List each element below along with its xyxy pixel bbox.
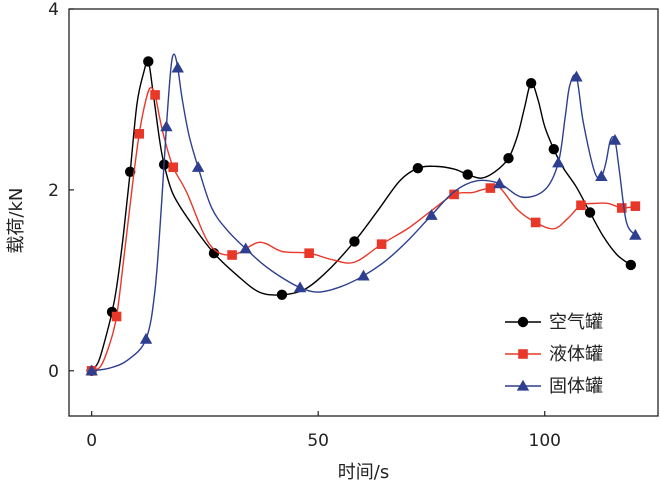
data-point bbox=[304, 248, 314, 258]
legend-item: 空气罐 bbox=[505, 312, 603, 333]
legend-marker bbox=[516, 379, 530, 391]
data-point bbox=[552, 156, 565, 168]
data-point bbox=[425, 209, 438, 220]
data-point bbox=[525, 77, 537, 89]
data-point bbox=[462, 169, 473, 180]
data-point bbox=[168, 162, 179, 173]
legend-label: 固体罐 bbox=[549, 376, 603, 397]
x-tick-label: 50 bbox=[307, 431, 329, 451]
data-point bbox=[412, 162, 424, 174]
data-point bbox=[493, 177, 506, 189]
data-point bbox=[485, 183, 496, 193]
legend-item: 液体罐 bbox=[505, 344, 603, 365]
y-tick-label: 0 bbox=[48, 362, 59, 382]
data-point bbox=[630, 201, 641, 211]
data-point bbox=[530, 217, 541, 228]
data-point bbox=[576, 200, 586, 211]
data-point bbox=[376, 239, 387, 249]
data-point bbox=[143, 56, 154, 67]
data-point bbox=[293, 281, 307, 293]
x-axis-label: 时间/s bbox=[338, 462, 389, 483]
plot-area bbox=[68, 8, 659, 417]
data-point bbox=[134, 129, 145, 139]
data-point bbox=[276, 289, 288, 301]
data-point bbox=[171, 61, 184, 73]
axis-ticks: 0 50 100 0 2 4 bbox=[48, 0, 561, 451]
legend-marker bbox=[518, 349, 528, 359]
data-point bbox=[208, 248, 220, 259]
y-tick-label: 4 bbox=[48, 0, 59, 20]
data-point bbox=[139, 332, 153, 344]
series-triangle bbox=[85, 53, 642, 376]
x-tick-label: 100 bbox=[529, 431, 561, 451]
data-point bbox=[124, 166, 136, 177]
legend-label: 液体罐 bbox=[549, 344, 603, 365]
data-point bbox=[629, 228, 642, 240]
data-point bbox=[111, 311, 122, 322]
y-tick-label: 2 bbox=[48, 181, 59, 201]
data-point bbox=[608, 133, 622, 145]
data-point bbox=[150, 90, 160, 100]
data-point bbox=[548, 143, 559, 155]
legend-marker bbox=[517, 316, 529, 328]
legend-label: 空气罐 bbox=[549, 312, 603, 333]
data-point bbox=[570, 70, 583, 82]
data-point bbox=[191, 161, 205, 172]
data-point bbox=[357, 269, 370, 281]
legend-item: 固体罐 bbox=[505, 376, 603, 397]
data-point bbox=[595, 170, 608, 181]
data-point bbox=[503, 153, 514, 164]
data-point bbox=[227, 250, 237, 260]
series-layer bbox=[85, 53, 642, 376]
data-point bbox=[616, 203, 627, 213]
x-tick-label: 0 bbox=[86, 431, 97, 451]
data-point bbox=[584, 207, 596, 218]
data-point bbox=[449, 189, 459, 200]
data-point bbox=[349, 236, 360, 247]
data-point bbox=[625, 259, 637, 271]
data-point bbox=[160, 120, 173, 132]
data-point bbox=[85, 364, 98, 376]
y-axis-label: 载荷/kN bbox=[6, 188, 27, 254]
data-point bbox=[239, 242, 252, 254]
